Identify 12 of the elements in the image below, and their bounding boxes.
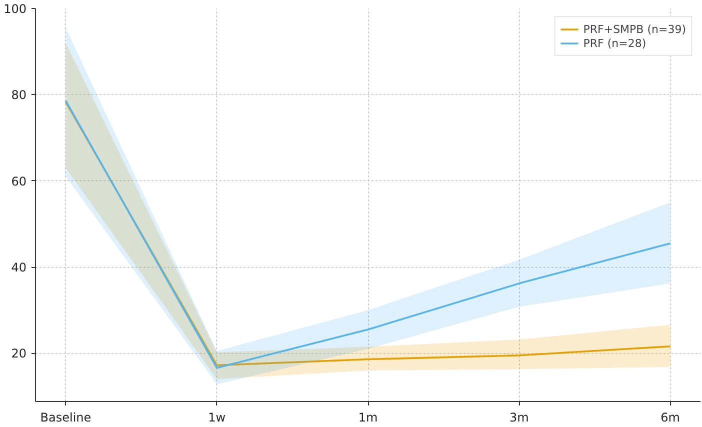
y-tick-label: 40 (11, 260, 27, 275)
y-tick-label: 80 (11, 88, 27, 102)
y-tick-label: 100 (4, 2, 26, 16)
legend-label: PRF (n=28) (583, 36, 646, 50)
x-tick-label: Baseline (40, 410, 92, 424)
legend-label: PRF+SMPB (n=39) (583, 22, 686, 36)
x-tick-label: 3m (509, 410, 529, 424)
x-tick-label: 6m (660, 410, 680, 424)
x-tick-label: 1w (208, 410, 226, 424)
y-tick-label: 60 (11, 174, 27, 188)
y-tick-label: 20 (11, 346, 27, 361)
x-tick-label: 1m (358, 410, 378, 424)
